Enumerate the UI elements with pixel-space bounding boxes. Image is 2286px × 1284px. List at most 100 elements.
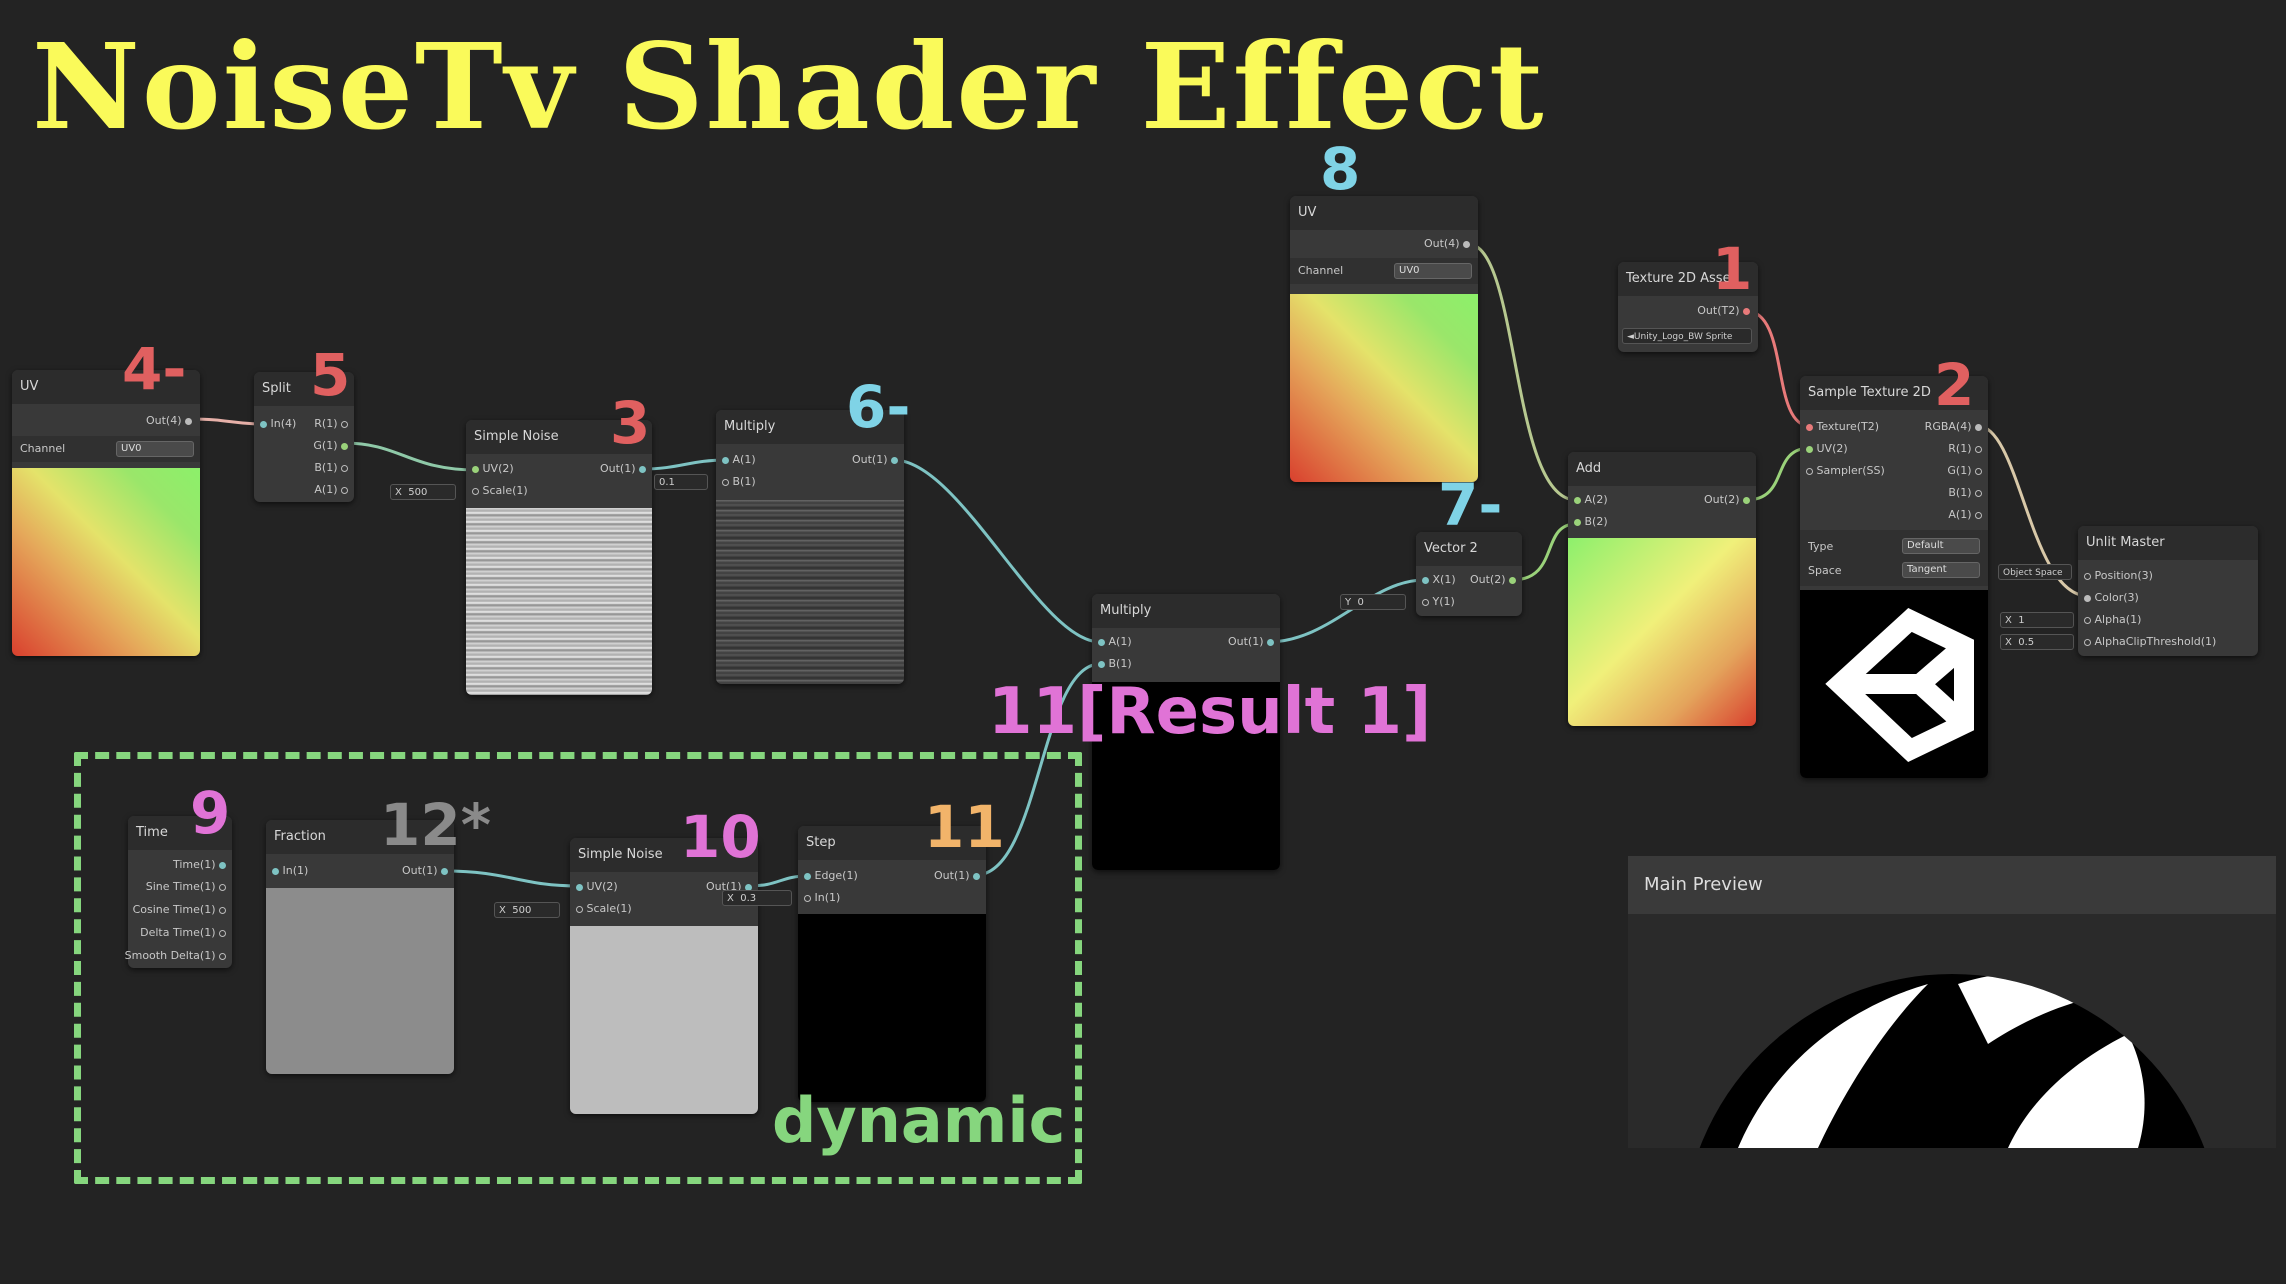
multiply-b-field[interactable]: 0.1 (654, 474, 708, 490)
in-port-in[interactable]: In(1) (804, 891, 840, 905)
noise-scale-field[interactable]: X 500 (494, 902, 560, 918)
in-port-scale[interactable]: Scale(1) (472, 484, 528, 498)
in-port-color[interactable]: Color(3) (2084, 591, 2139, 605)
out-port-b[interactable]: B(1) (314, 461, 348, 475)
out-port-g[interactable]: G(1) (313, 439, 348, 453)
channel-dropdown[interactable]: UV0 (1394, 263, 1472, 279)
annotation-8: 8 (1320, 135, 1361, 203)
unlit-master-node[interactable]: Unlit Master Position(3) Color(3) Alpha(… (2078, 526, 2258, 656)
out-port-a[interactable]: A(1) (1948, 508, 1982, 522)
out-port[interactable]: Out(1) (934, 869, 980, 883)
main-preview-panel[interactable]: Main Preview (1628, 856, 2276, 1148)
vector2-y-field[interactable]: Y 0 (1340, 594, 1406, 610)
port-dot-icon (722, 456, 729, 464)
channel-dropdown[interactable]: UV0 (116, 441, 194, 457)
split-node[interactable]: Split In(4) R(1) G(1) B(1) A(1) (254, 372, 354, 502)
uv-node-top[interactable]: UV Out(4) Channel UV0 (1290, 196, 1478, 482)
node-title: Time (128, 816, 232, 850)
vector2-node[interactable]: Vector 2 X(1) Y(1) Out(2) (1416, 532, 1522, 616)
alpha-clip-field[interactable]: X 0.5 (2000, 634, 2074, 650)
out-port[interactable]: Out(4) (146, 414, 192, 428)
wire-vector2-add (1511, 522, 1577, 582)
alpha-field[interactable]: X 1 (2000, 612, 2074, 628)
port-label: Out(T2) (1697, 304, 1740, 317)
in-port-a[interactable]: A(1) (1098, 635, 1132, 649)
texture-asset-node[interactable]: Texture 2D Asset Out(T2) ◄Unity_Logo_BW … (1618, 262, 1758, 352)
simple-noise-node-bottom[interactable]: Simple Noise UV(2) Scale(1) Out(1) (570, 838, 758, 1114)
out-port-a[interactable]: A(1) (314, 483, 348, 497)
time-node[interactable]: Time Time(1) Sine Time(1) Cosine Time(1)… (125, 816, 232, 968)
out-port[interactable]: Out(4) (1424, 237, 1470, 251)
out-port-time[interactable]: Time(1) (173, 858, 226, 872)
space-dropdown[interactable]: Tangent (1902, 562, 1980, 578)
out-port-r[interactable]: R(1) (1948, 442, 1982, 456)
position-space-field[interactable]: Object Space (1998, 564, 2072, 580)
multiply-node-top[interactable]: Multiply A(1) B(1) Out(1) (716, 410, 904, 684)
port-label: Out(1) (851, 453, 888, 466)
out-port-delta[interactable]: Delta Time(1) (140, 926, 226, 940)
out-port-r[interactable]: R(1) (314, 417, 348, 431)
out-port[interactable]: Out(1) (600, 462, 646, 476)
in-port-scale[interactable]: Scale(1) (576, 902, 632, 916)
in-port-alpha-clip[interactable]: AlphaClipThreshold(1) (2084, 635, 2216, 649)
in-port-a[interactable]: A(2) (1574, 493, 1608, 507)
in-port-alpha[interactable]: Alpha(1) (2084, 613, 2141, 627)
step-edge-field[interactable]: X 0.3 (722, 890, 792, 906)
port-label: Scale(1) (586, 902, 632, 915)
fraction-node[interactable]: Fraction In(1) Out(1) (266, 820, 454, 1074)
in-port-uv[interactable]: UV(2) (1806, 442, 1848, 456)
out-port-g[interactable]: G(1) (1947, 464, 1982, 478)
out-port[interactable]: Out(2) (1704, 493, 1750, 507)
out-port[interactable]: Out(1) (402, 864, 448, 878)
port-label: In(1) (814, 891, 841, 904)
port-dot-icon (722, 478, 729, 486)
port-dot-icon (1422, 576, 1429, 584)
in-port-x[interactable]: X(1) (1422, 573, 1456, 587)
port-label: Texture(T2) (1816, 420, 1880, 433)
out-port[interactable]: Out(1) (1228, 635, 1274, 649)
port-dot-icon (1574, 518, 1581, 526)
in-port-y[interactable]: Y(1) (1422, 595, 1455, 609)
uv-node-left[interactable]: UV Out(4) Channel UV0 (12, 370, 200, 656)
add-node[interactable]: Add A(2) B(2) Out(2) (1568, 452, 1756, 726)
port-dot-icon (1806, 445, 1813, 453)
in-port-sampler[interactable]: Sampler(SS) (1806, 464, 1885, 478)
in-port-a[interactable]: A(1) (722, 453, 756, 467)
out-port[interactable]: Out(T2) (1697, 304, 1750, 318)
in-port-b[interactable]: B(1) (722, 475, 756, 489)
out-port-sine[interactable]: Sine Time(1) (146, 880, 226, 894)
out-port[interactable]: Out(2) (1470, 573, 1516, 587)
in-port-position[interactable]: Position(3) (2084, 569, 2153, 583)
port-label: A(1) (732, 453, 756, 466)
in-port-edge[interactable]: Edge(1) (804, 869, 858, 883)
wire-step-multiply (975, 662, 1101, 877)
annotation-4: 4- (122, 335, 187, 403)
step-node[interactable]: Step Edge(1) In(1) Out(1) (798, 826, 986, 1102)
port-dot-icon (576, 883, 583, 891)
port-label: Out(2) (1703, 493, 1740, 506)
out-port-rgba[interactable]: RGBA(4) (1925, 420, 1982, 434)
noise-scale-field[interactable]: X 500 (390, 484, 456, 500)
node-title: Add (1568, 452, 1756, 486)
port-dot-icon (1975, 511, 1982, 519)
out-port-smooth-delta[interactable]: Smooth Delta(1) (125, 949, 226, 963)
in-port-b[interactable]: B(1) (1098, 657, 1132, 671)
in-port[interactable]: In(4) (260, 417, 296, 431)
in-port-uv[interactable]: UV(2) (576, 880, 618, 894)
port-label: Out(1) (933, 869, 970, 882)
out-port[interactable]: Out(1) (852, 453, 898, 467)
out-port-b[interactable]: B(1) (1948, 486, 1982, 500)
in-port-b[interactable]: B(2) (1574, 515, 1608, 529)
uv-preview (1290, 294, 1478, 482)
simple-noise-node-top[interactable]: Simple Noise UV(2) Scale(1) Out(1) (466, 420, 652, 695)
field-value: 0.5 (2018, 637, 2035, 648)
sample-texture-node[interactable]: Sample Texture 2D Texture(T2) UV(2) Samp… (1800, 376, 1988, 778)
node-title: UV (1290, 196, 1478, 230)
in-port[interactable]: In(1) (272, 864, 308, 878)
texture-asset-field[interactable]: ◄Unity_Logo_BW Sprite (1622, 328, 1752, 344)
multiply-node-result[interactable]: Multiply A(1) B(1) Out(1) (1092, 594, 1280, 870)
type-dropdown[interactable]: Default (1902, 538, 1980, 554)
out-port-cosine[interactable]: Cosine Time(1) (133, 903, 226, 917)
in-port-uv[interactable]: UV(2) (472, 462, 514, 476)
in-port-texture[interactable]: Texture(T2) (1806, 420, 1879, 434)
